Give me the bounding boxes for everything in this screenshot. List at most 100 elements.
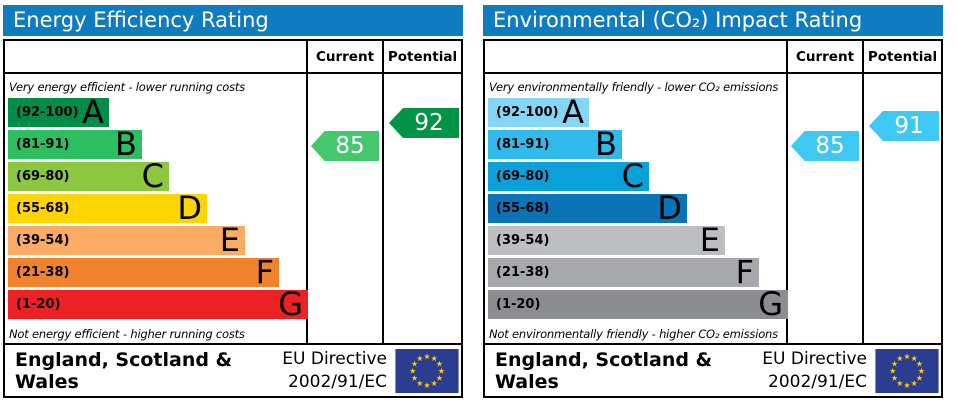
band-range-label: (69-80) <box>16 169 70 184</box>
rating-band-row: (39-54) E <box>8 221 306 259</box>
band-letter: F <box>255 253 274 291</box>
bottom-caption: Not environmentally friendly - higher CO… <box>489 327 778 341</box>
potential-rating-value: 92 <box>414 110 444 136</box>
table-body-row: Very energy efficient - lower running co… <box>5 74 461 345</box>
band-range-label: (1-20) <box>16 297 61 312</box>
band-range-label: (39-54) <box>16 233 70 248</box>
table-body-row: Very environmentally friendly - lower CO… <box>485 74 941 345</box>
band-letter: C <box>621 157 644 195</box>
top-caption: Very energy efficient - lower running co… <box>9 80 245 94</box>
band-bar-e: (39-54) E <box>488 221 725 259</box>
band-letter: E <box>219 221 240 259</box>
rating-band-row: (55-68) D <box>488 189 786 227</box>
band-letter: E <box>699 221 720 259</box>
rating-band-row: (39-54) E <box>488 221 786 259</box>
table-header-row: Current Potential <box>485 41 941 74</box>
eu-directive-label: EU Directive 2002/91/EC <box>282 349 387 392</box>
band-bar-g: (1-20) G <box>8 285 308 323</box>
potential-column: 92 <box>384 74 461 345</box>
rating-band-row: (92-100) A <box>8 93 306 131</box>
band-letter: D <box>657 189 682 227</box>
panel-title: Environmental (CO₂) Impact Rating <box>483 5 943 36</box>
band-range-label: (21-38) <box>16 265 70 280</box>
rating-band-row: (55-68) D <box>8 189 306 227</box>
potential-rating-value: 91 <box>894 113 924 139</box>
bands-column: Very energy efficient - lower running co… <box>5 74 308 345</box>
band-bar-d: (55-68) D <box>8 189 207 227</box>
current-rating-arrow: 85 <box>791 131 859 161</box>
band-list: (92-100) A (81-91) B (69-80) C (55-68) D (39-54)… <box>5 93 308 323</box>
band-range-label: (55-68) <box>16 201 70 216</box>
energy-efficiency-panel: Energy Efficiency Rating Current Potenti… <box>3 5 463 398</box>
band-bar-f: (21-38) F <box>8 253 279 291</box>
rating-band-row: (81-91) B <box>8 125 306 163</box>
environmental-impact-panel: Environmental (CO₂) Impact Rating Curren… <box>483 5 943 398</box>
band-bar-c: (69-80) C <box>8 157 169 195</box>
rating-band-row: (21-38) F <box>488 253 786 291</box>
bottom-caption: Not energy efficient - higher running co… <box>9 327 245 341</box>
band-bar-d: (55-68) D <box>488 189 687 227</box>
rating-band-row: (92-100) A <box>488 93 786 131</box>
rating-table: Current Potential Very environmentally f… <box>483 39 943 345</box>
chart-header-cell <box>485 41 788 72</box>
band-letter: A <box>82 93 104 131</box>
band-letter: A <box>562 93 584 131</box>
band-bar-g: (1-20) G <box>488 285 788 323</box>
band-range-label: (1-20) <box>496 297 541 312</box>
band-letter: B <box>595 125 617 163</box>
current-column: 85 <box>308 74 384 345</box>
potential-column-header: Potential <box>867 48 938 65</box>
band-list: (92-100) A (81-91) B (69-80) C (55-68) D (39-54)… <box>485 93 788 323</box>
eu-directive-label: EU Directive 2002/91/EC <box>762 349 867 392</box>
potential-rating-arrow: 92 <box>389 108 459 138</box>
potential-column: 91 <box>864 74 941 345</box>
current-column: 85 <box>788 74 864 345</box>
band-range-label: (55-68) <box>496 201 550 216</box>
band-range-label: (92-100) <box>16 105 79 120</box>
band-letter: B <box>115 125 137 163</box>
rating-table: Current Potential Very energy efficient … <box>3 39 463 345</box>
band-range-label: (81-91) <box>496 137 550 152</box>
band-range-label: (21-38) <box>496 265 550 280</box>
current-rating-value: 85 <box>335 133 365 159</box>
band-bar-e: (39-54) E <box>8 221 245 259</box>
current-rating-value: 85 <box>815 133 845 159</box>
band-range-label: (39-54) <box>496 233 550 248</box>
band-bar-c: (69-80) C <box>488 157 649 195</box>
table-header-row: Current Potential <box>5 41 461 74</box>
footer: England, Scotland & Wales EU Directive 2… <box>3 345 463 398</box>
current-column-header: Current <box>308 41 384 72</box>
rating-band-row: (21-38) F <box>8 253 306 291</box>
band-bar-f: (21-38) F <box>488 253 759 291</box>
band-letter: G <box>278 285 303 323</box>
rating-band-row: (1-20) G <box>488 285 788 323</box>
rating-band-row: (69-80) C <box>488 157 786 195</box>
band-letter: G <box>758 285 783 323</box>
region-label: England, Scotland & Wales <box>495 348 713 393</box>
band-range-label: (81-91) <box>16 137 70 152</box>
rating-band-row: (81-91) B <box>488 125 786 163</box>
band-range-label: (69-80) <box>496 169 550 184</box>
bands-column: Very environmentally friendly - lower CO… <box>485 74 788 345</box>
rating-band-row: (1-20) G <box>8 285 308 323</box>
band-letter: C <box>141 157 164 195</box>
band-bar-b: (81-91) B <box>488 125 622 163</box>
band-bar-a: (92-100) A <box>488 93 589 131</box>
eu-flag-icon <box>395 348 459 393</box>
region-label: England, Scotland & Wales <box>15 348 233 393</box>
band-letter: F <box>735 253 754 291</box>
current-rating-arrow: 85 <box>311 131 379 161</box>
potential-rating-arrow: 91 <box>869 111 939 141</box>
band-range-label: (92-100) <box>496 105 559 120</box>
rating-band-row: (69-80) C <box>8 157 306 195</box>
band-letter: D <box>177 189 202 227</box>
chart-header-cell <box>5 41 308 72</box>
footer: England, Scotland & Wales EU Directive 2… <box>483 345 943 398</box>
band-bar-b: (81-91) B <box>8 125 142 163</box>
eu-flag-icon <box>875 348 939 393</box>
panel-title: Energy Efficiency Rating <box>3 5 463 36</box>
top-caption: Very environmentally friendly - lower CO… <box>489 80 779 94</box>
current-column-header: Current <box>788 41 864 72</box>
potential-column-header: Potential <box>387 48 458 65</box>
band-bar-a: (92-100) A <box>8 93 109 131</box>
